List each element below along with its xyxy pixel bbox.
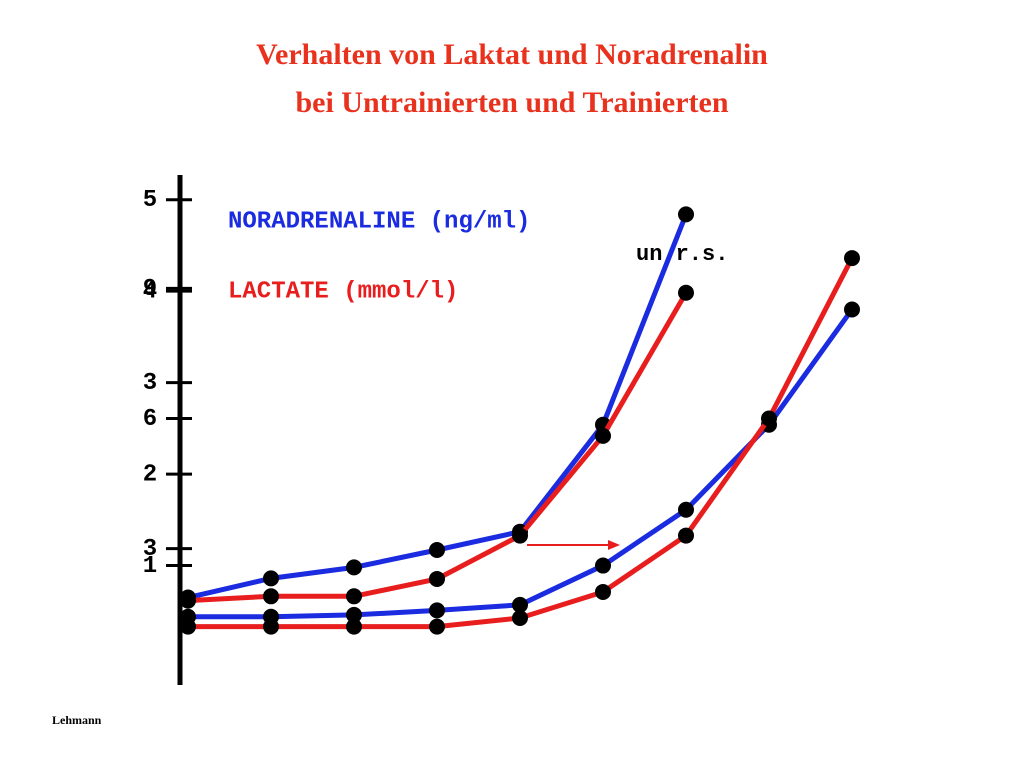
legend-entry: NORADRENALINE (ng/ml) <box>228 208 530 235</box>
data-point <box>346 588 362 605</box>
data-point <box>761 410 777 427</box>
y2-tick-label: 6 <box>143 406 157 433</box>
data-point <box>595 583 611 600</box>
data-point <box>595 427 611 444</box>
arrow-head <box>608 540 620 550</box>
data-point <box>180 592 196 609</box>
data-point <box>844 301 860 318</box>
y-tick-label: 2 <box>143 461 157 488</box>
data-point <box>678 284 694 301</box>
y-tick-label: 5 <box>143 187 157 214</box>
data-point <box>346 606 362 623</box>
data-point <box>678 206 694 223</box>
data-point <box>263 570 279 587</box>
data-point <box>429 602 445 619</box>
title-line: bei Untrainierten und Trainierten <box>295 86 728 119</box>
data-point <box>512 609 528 626</box>
legend-entry: LACTATE (mmol/l) <box>228 278 458 305</box>
data-point <box>263 618 279 635</box>
series-line <box>187 213 689 600</box>
y-tick-label: 3 <box>143 370 157 397</box>
data-point <box>429 618 445 635</box>
y-tick-label: 1 <box>143 553 157 580</box>
source: Lehmann <box>52 713 102 727</box>
data-point <box>346 559 362 576</box>
data-point <box>512 596 528 613</box>
data-point <box>263 588 279 605</box>
series-line <box>188 256 855 630</box>
y-tick-label: 4 <box>143 279 157 306</box>
data-point <box>678 527 694 544</box>
data-point <box>429 570 445 587</box>
data-point <box>595 557 611 574</box>
title-line: Verhalten von Laktat und Noradrenalin <box>256 38 768 71</box>
y2-tick-label: 3 <box>143 536 157 563</box>
series-line <box>188 308 855 620</box>
data-point <box>346 618 362 635</box>
data-point <box>512 527 528 544</box>
data-point <box>844 250 860 267</box>
annotation: un.r.s. <box>636 242 728 267</box>
data-point <box>180 618 196 635</box>
data-point <box>678 501 694 518</box>
y2-tick-label: 9 <box>143 276 157 303</box>
data-point <box>429 541 445 558</box>
